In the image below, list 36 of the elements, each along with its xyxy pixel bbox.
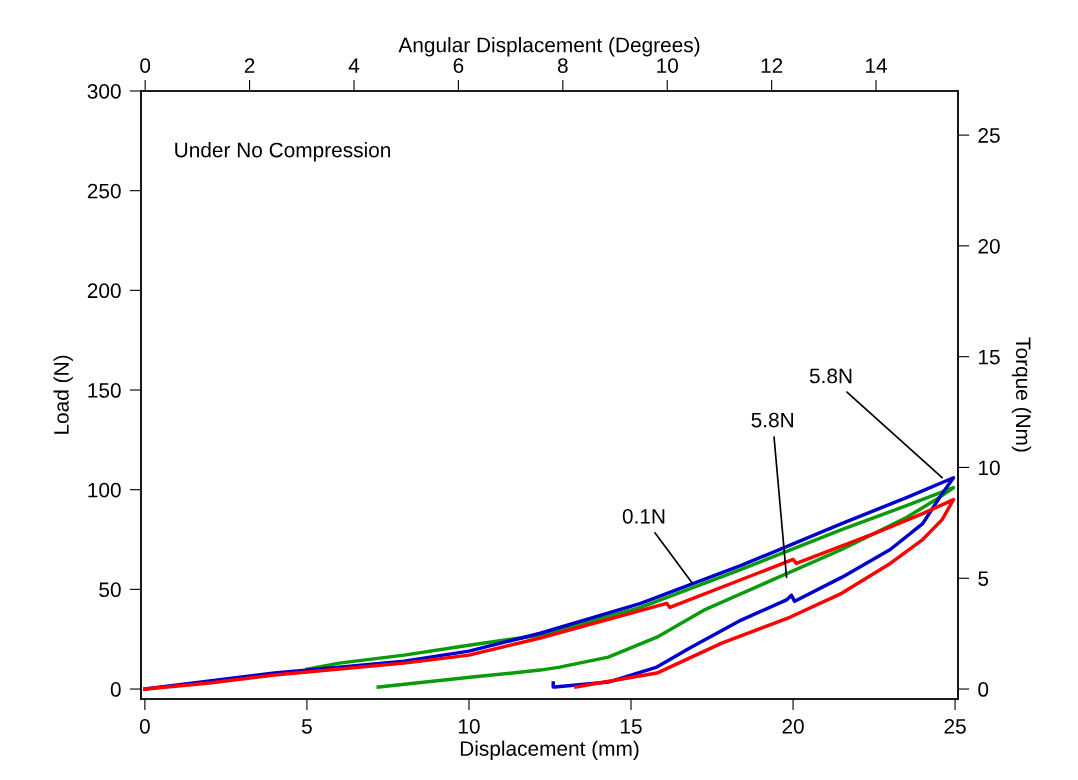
text: Under No Compression xyxy=(175,142,391,162)
annotation: 5.8N xyxy=(751,412,793,428)
y-axis-title: Load (N) xyxy=(53,355,73,434)
y2-axis-title: Torque (Nm) xyxy=(1011,337,1032,452)
x2-tick-label: 6 xyxy=(453,58,464,73)
x2-tick-label: 14 xyxy=(866,58,888,73)
y-tick-label: 200 xyxy=(87,283,121,299)
y2-tick-label: 15 xyxy=(979,349,1000,365)
x-axis-title: Displacement (mm) xyxy=(460,740,639,761)
y2-tick-label: 10 xyxy=(979,460,1000,476)
y-tick-label: 100 xyxy=(88,482,121,498)
x2-tick-label: 2 xyxy=(244,58,255,73)
y2-tick-label: 5 xyxy=(978,571,989,586)
x-tick-label: 20 xyxy=(782,718,804,734)
x2-tick-label: 8 xyxy=(557,58,568,73)
x2-tick-label: 0 xyxy=(140,58,151,73)
y2-tick-label: 20 xyxy=(978,238,1000,254)
y-tick-label: 150 xyxy=(88,383,121,398)
x-tick-label: 0 xyxy=(139,718,150,734)
y-tick-label: 250 xyxy=(87,183,121,199)
line-series xyxy=(305,485,956,689)
annotation: 5.8N xyxy=(809,368,852,384)
x2-tick-label: 10 xyxy=(657,58,678,73)
y-tick-label: 0 xyxy=(110,682,121,697)
y2-tick-label: 0 xyxy=(978,682,989,697)
x2-axis-title: Angular Displacement (Degrees) xyxy=(398,37,700,57)
y-tick-label: 300 xyxy=(87,84,121,99)
annotation: 0.1N xyxy=(622,508,665,524)
x-tick-label: 10 xyxy=(458,718,480,734)
x2-tick-label: 4 xyxy=(348,58,360,73)
x-tick-label: 15 xyxy=(621,719,642,734)
y2-tick-label: 25 xyxy=(978,128,1000,143)
y-tick-label: 50 xyxy=(99,582,121,598)
x2-tick-label: 12 xyxy=(761,58,783,73)
x-tick-label: 25 xyxy=(944,718,966,734)
x-tick-label: 5 xyxy=(301,719,312,734)
